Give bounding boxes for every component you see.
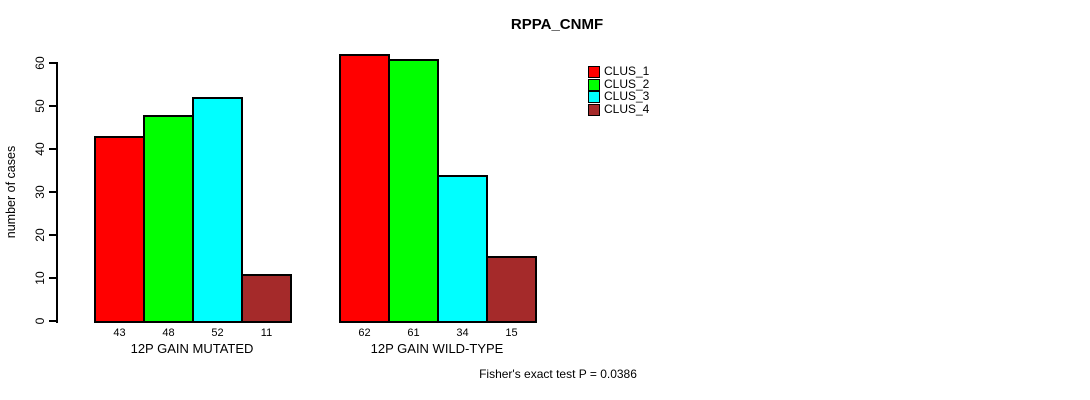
bar-value-label: 61 — [407, 327, 420, 339]
y-tick — [49, 105, 56, 107]
bar — [388, 59, 439, 323]
legend-swatch — [588, 103, 600, 116]
bar — [339, 54, 390, 323]
bar-value-label: 48 — [162, 327, 175, 339]
bar-value-label: 52 — [211, 327, 224, 339]
y-tick-label: 0 — [33, 317, 47, 325]
legend-swatch — [588, 66, 600, 78]
y-tick — [49, 320, 56, 322]
group-label: 12P GAIN WILD-TYPE — [370, 341, 504, 356]
chart-caption: Fisher's exact test P = 0.0386 — [479, 367, 637, 381]
legend-swatch — [588, 91, 600, 103]
bar — [241, 274, 292, 323]
y-tick — [49, 277, 56, 279]
legend-label: CLUS_2 — [604, 76, 650, 91]
bar-value-label: 11 — [260, 327, 273, 339]
y-tick — [49, 62, 56, 64]
legend-swatch — [588, 78, 600, 91]
y-tick — [49, 148, 56, 150]
bar-value-label: 15 — [505, 327, 518, 339]
chart-title: RPPA_CNMF — [510, 16, 604, 33]
y-tick-label: 60 — [33, 56, 47, 70]
bar — [192, 97, 243, 323]
y-tick-label: 10 — [33, 271, 47, 285]
bar — [437, 175, 488, 323]
y-tick — [49, 234, 56, 236]
y-tick-label: 40 — [33, 142, 47, 156]
bar — [143, 115, 194, 323]
bar-value-label: 43 — [113, 327, 126, 339]
bar — [94, 136, 145, 323]
bar-value-label: 62 — [358, 327, 371, 339]
bar-value-label: 34 — [456, 327, 469, 339]
y-axis-title: number of cases — [4, 145, 18, 239]
group-label: 12P GAIN MUTATED — [130, 341, 254, 356]
y-tick-label: 50 — [33, 99, 47, 113]
legend-label: CLUS_4 — [604, 101, 650, 116]
legend-label: CLUS_1 — [604, 64, 650, 78]
y-tick-label: 20 — [33, 228, 47, 242]
y-axis-line — [56, 62, 58, 323]
y-tick — [49, 191, 56, 193]
y-tick-label: 30 — [33, 185, 47, 199]
legend-label: CLUS_3 — [604, 89, 650, 103]
bar — [486, 256, 537, 323]
